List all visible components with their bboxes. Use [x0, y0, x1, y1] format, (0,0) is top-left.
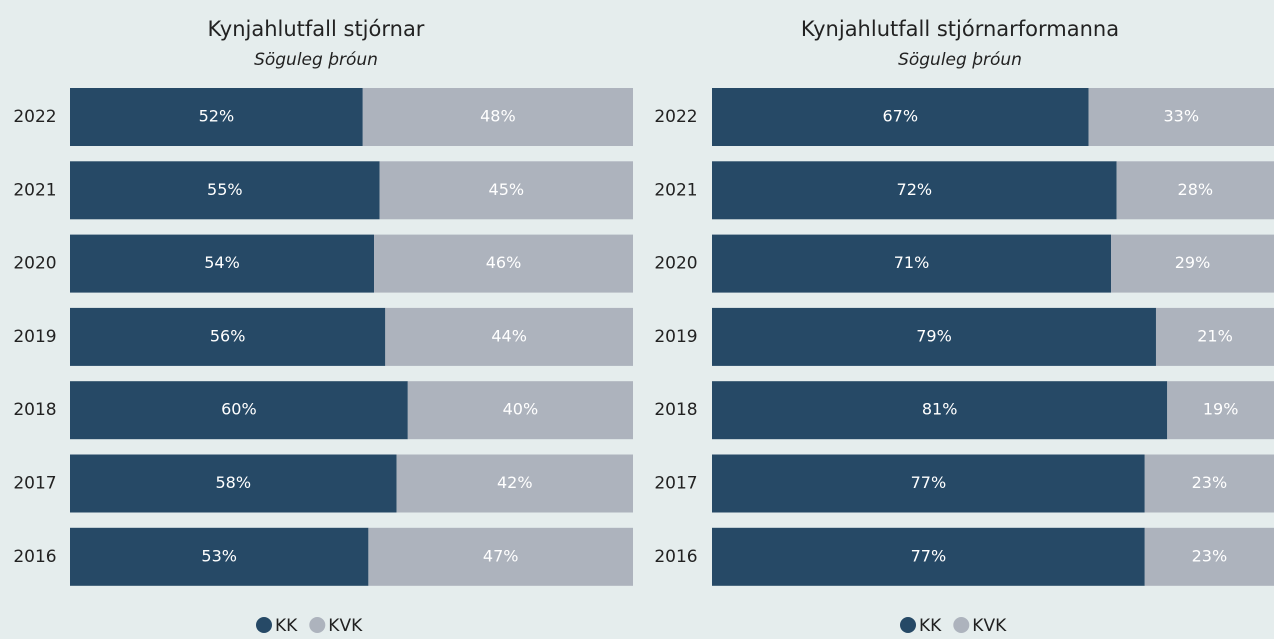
y-tick-label: 2018: [13, 400, 56, 420]
data-label: 47%: [483, 546, 519, 565]
data-label: 79%: [916, 326, 952, 345]
data-label: 23%: [1192, 473, 1228, 492]
data-label: 60%: [221, 400, 257, 419]
y-tick-label: 2017: [13, 474, 56, 494]
y-tick-label: 2021: [13, 180, 56, 200]
data-label: 72%: [897, 180, 933, 199]
bar-segment: [70, 234, 375, 293]
legend-label: KVK: [972, 616, 1007, 635]
bar-segment: [362, 88, 633, 146]
bar-segment: [712, 88, 1089, 146]
y-tick-label: 2022: [13, 107, 56, 127]
bar-segment: [70, 307, 386, 366]
chart-subtitle: Söguleg þróun: [898, 50, 1022, 70]
bar-segment: [712, 307, 1156, 366]
bar-segment: [1111, 234, 1274, 293]
data-label: 46%: [486, 253, 522, 272]
y-tick-label: 2019: [13, 327, 56, 347]
data-label: 44%: [491, 326, 527, 345]
data-label: 53%: [201, 546, 237, 565]
y-tick-label: 2016: [13, 547, 56, 567]
bar-segment: [396, 454, 633, 513]
bar-segment: [1088, 88, 1274, 146]
y-tick-label: 2017: [654, 474, 697, 494]
data-label: 21%: [1197, 326, 1233, 345]
bar-segment: [407, 381, 633, 440]
data-label: 67%: [882, 107, 918, 126]
bar-segment: [70, 88, 363, 146]
bar-segment: [379, 161, 633, 220]
y-tick-label: 2019: [654, 327, 697, 347]
data-label: 55%: [207, 180, 243, 199]
chart-subtitle: Söguleg þróun: [254, 50, 378, 70]
y-tick-label: 2018: [654, 400, 697, 420]
legend-label: KK: [919, 616, 942, 635]
bar-segment: [1144, 454, 1274, 513]
y-tick-label: 2020: [13, 254, 56, 274]
data-label: 23%: [1192, 546, 1228, 565]
data-label: 54%: [204, 253, 240, 272]
chart-title: Kynjahlutfall stjórnar: [208, 17, 425, 41]
data-label: 40%: [503, 400, 539, 419]
bar-segment: [368, 527, 633, 586]
bar-segment: [1116, 161, 1274, 220]
legend-marker: [309, 617, 326, 633]
data-label: 77%: [911, 473, 947, 492]
y-tick-label: 2020: [654, 254, 697, 274]
data-label: 28%: [1178, 180, 1214, 199]
data-label: 56%: [210, 326, 246, 345]
data-label: 19%: [1203, 400, 1239, 419]
y-tick-label: 2021: [654, 180, 697, 200]
data-label: 71%: [894, 253, 930, 272]
bar-segment: [712, 161, 1117, 220]
bar-segment: [1144, 527, 1274, 586]
y-tick-label: 2022: [654, 107, 697, 127]
bar-segment: [70, 381, 408, 440]
data-label: 48%: [480, 107, 516, 126]
bar-segment: [385, 307, 633, 366]
data-label: 58%: [215, 473, 251, 492]
bar-segment: [70, 161, 380, 220]
chart-title: Kynjahlutfall stjórnarformanna: [801, 17, 1119, 41]
bar-segment: [1167, 381, 1274, 440]
bar-segment: [712, 454, 1145, 513]
data-label: 45%: [489, 180, 525, 199]
y-tick-label: 2016: [654, 547, 697, 567]
bar-segment: [712, 527, 1145, 586]
data-label: 81%: [922, 400, 958, 419]
data-label: 29%: [1175, 253, 1211, 272]
data-label: 33%: [1163, 107, 1199, 126]
legend-marker: [256, 617, 272, 633]
bar-segment: [712, 381, 1168, 440]
legend-marker: [900, 617, 916, 633]
data-label: 52%: [199, 107, 235, 126]
bar-segment: [70, 527, 369, 586]
data-label: 77%: [911, 546, 947, 565]
bar-segment: [1155, 307, 1274, 366]
legend-label: KK: [275, 616, 298, 635]
legend-label: KVK: [328, 616, 363, 635]
legend-marker: [953, 617, 970, 633]
bar-segment: [712, 234, 1112, 293]
bar-segment: [70, 454, 397, 513]
data-label: 42%: [497, 473, 533, 492]
bar-segment: [374, 234, 633, 293]
